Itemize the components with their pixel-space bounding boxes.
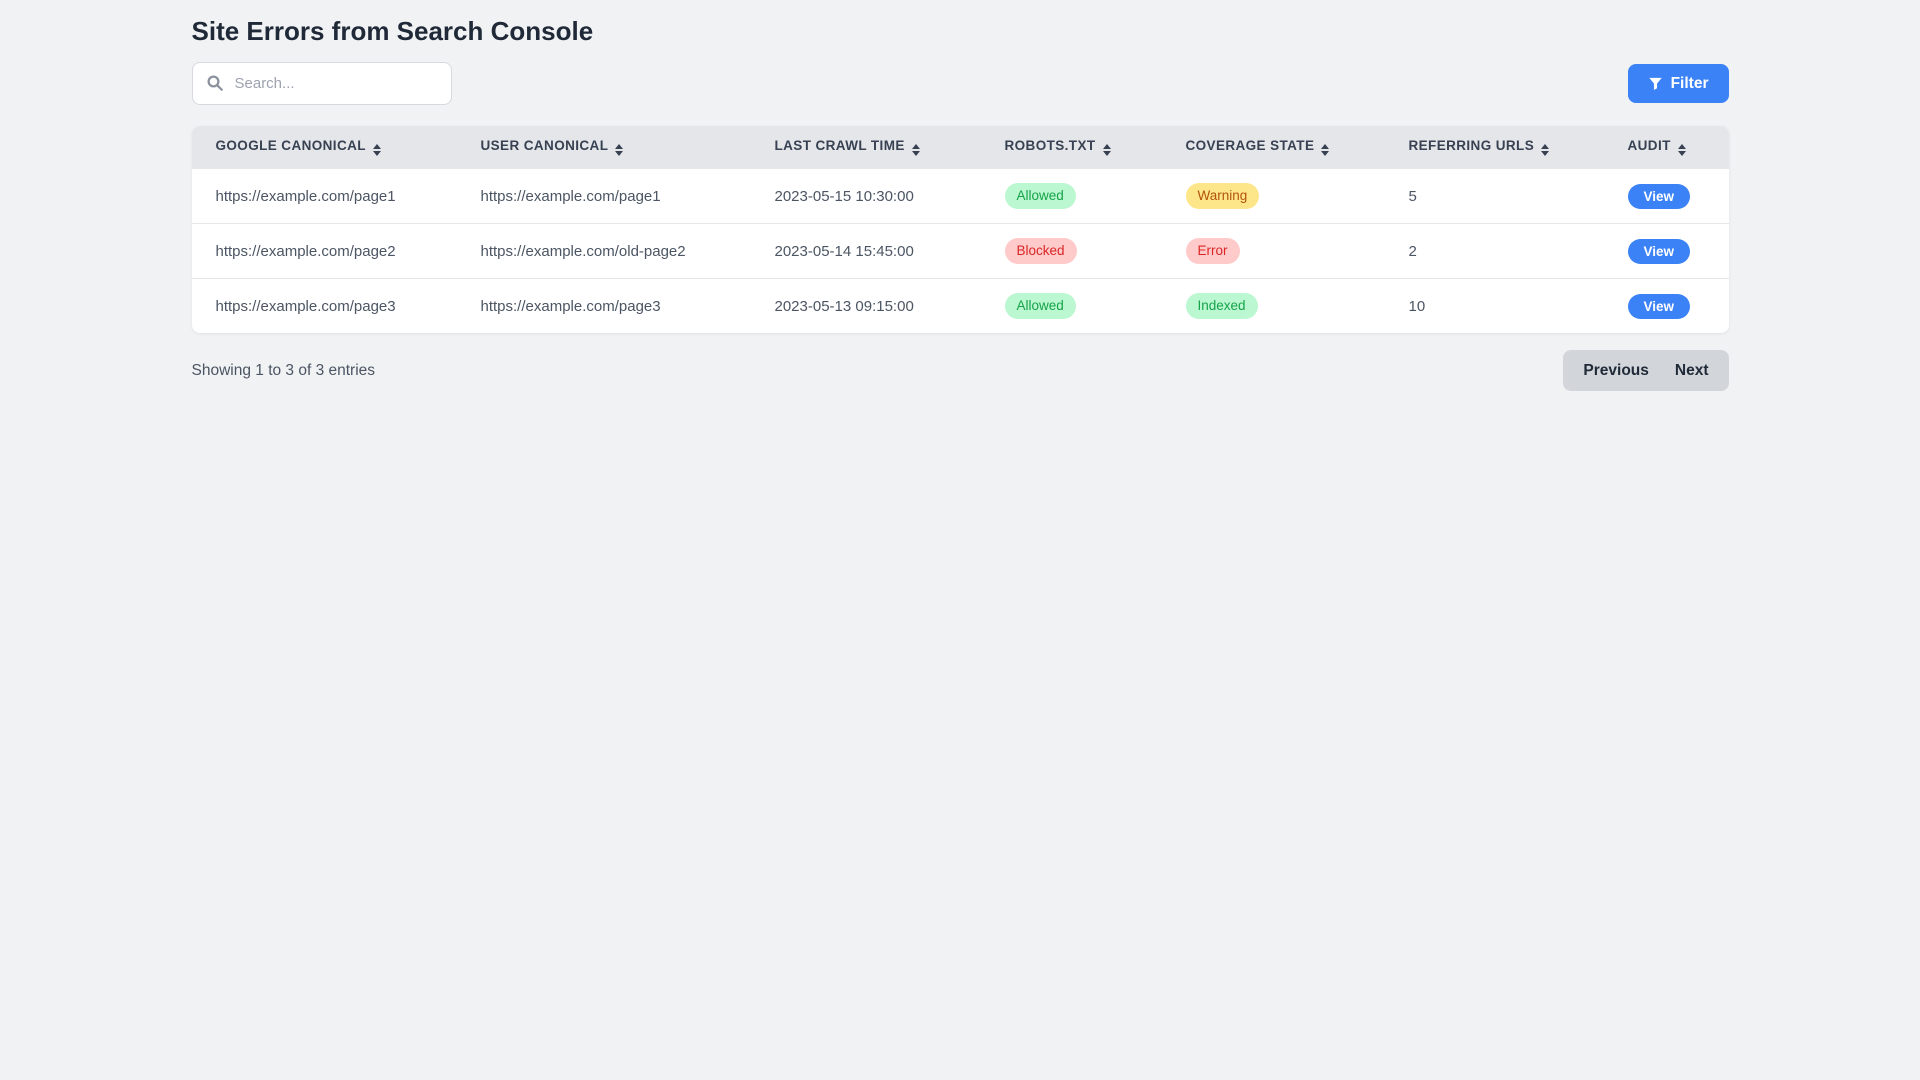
table-row: https://example.com/page3 https://exampl…: [191, 278, 1729, 334]
filter-button-label: Filter: [1670, 74, 1709, 92]
robots-status-badge: Allowed: [1004, 183, 1076, 209]
column-header-google-canonical[interactable]: GOOGLE CANONICAL: [191, 126, 457, 169]
view-button[interactable]: View: [1627, 183, 1691, 209]
cell-google-canonical: https://example.com/page2: [215, 242, 396, 260]
cell-last-crawl-time: 2023-05-14 15:45:00: [774, 242, 914, 260]
cell-audit: View: [1604, 279, 1729, 334]
cell-audit: View: [1604, 224, 1729, 279]
entries-summary: Showing 1 to 3 of 3 entries: [191, 361, 376, 379]
cell-user-canonical: https://example.com/page3: [480, 297, 661, 315]
cell-audit: View: [1604, 169, 1729, 224]
view-button[interactable]: View: [1627, 238, 1691, 264]
cell-robots-txt: Allowed: [981, 279, 1162, 334]
toolbar: Filter: [191, 62, 1729, 105]
coverage-status-badge: Indexed: [1185, 293, 1258, 319]
page-container: Site Errors from Search Console Filter: [191, 0, 1729, 391]
cell-robots-txt: Allowed: [981, 169, 1162, 224]
filter-button[interactable]: Filter: [1627, 64, 1729, 103]
column-header-label: COVERAGE STATE: [1185, 138, 1315, 153]
table-row: https://example.com/page1 https://exampl…: [191, 168, 1729, 224]
cell-referring-urls: 2: [1408, 242, 1417, 260]
sort-icon: [615, 144, 624, 156]
page-title: Site Errors from Search Console: [191, 16, 594, 46]
sort-icon: [1541, 144, 1550, 156]
cell-last-crawl-time: 2023-05-13 09:15:00: [774, 297, 914, 315]
sort-icon: [372, 144, 381, 156]
sort-icon: [911, 144, 920, 156]
sort-icon: [1321, 144, 1330, 156]
previous-button[interactable]: Previous: [1583, 361, 1649, 379]
next-button[interactable]: Next: [1674, 361, 1709, 379]
cell-user-canonical: https://example.com/old-page2: [480, 242, 686, 260]
column-header-label: ROBOTS.TXT: [1004, 138, 1096, 153]
column-header-user-canonical[interactable]: USER CANONICAL: [456, 126, 751, 169]
column-header-coverage-state[interactable]: COVERAGE STATE: [1161, 126, 1385, 169]
view-button[interactable]: View: [1627, 293, 1691, 319]
column-header-referring-urls[interactable]: REFERRING URLS: [1384, 126, 1604, 169]
funnel-icon: [1648, 77, 1662, 90]
column-header-label: AUDIT: [1627, 138, 1671, 153]
search-input[interactable]: [191, 62, 452, 105]
sort-icon: [1102, 144, 1111, 156]
column-header-last-crawl-time[interactable]: LAST CRAWL TIME: [750, 126, 981, 169]
errors-table-card: GOOGLE CANONICAL USER CANONICAL LAST CRA…: [191, 126, 1729, 334]
table-header-row: GOOGLE CANONICAL USER CANONICAL LAST CRA…: [191, 126, 1729, 169]
cell-user-canonical: https://example.com/page1: [480, 187, 661, 205]
cell-google-canonical: https://example.com/page1: [215, 187, 396, 205]
cell-referring-urls: 10: [1408, 297, 1426, 315]
column-header-audit[interactable]: AUDIT: [1603, 126, 1729, 169]
coverage-status-badge: Warning: [1185, 183, 1260, 209]
search-box: [191, 62, 452, 105]
coverage-status-badge: Error: [1185, 238, 1240, 264]
column-header-label: REFERRING URLS: [1408, 138, 1535, 153]
table-footer: Showing 1 to 3 of 3 entries Previous Nex…: [192, 350, 1729, 391]
column-header-robots-txt[interactable]: ROBOTS.TXT: [980, 126, 1162, 169]
cell-last-crawl-time: 2023-05-15 10:30:00: [774, 187, 914, 205]
cell-google-canonical: https://example.com/page3: [215, 297, 396, 315]
table-row: https://example.com/page2 https://exampl…: [191, 223, 1729, 279]
robots-status-badge: Allowed: [1004, 293, 1076, 319]
cell-coverage-state: Indexed: [1162, 279, 1385, 334]
sort-icon: [1677, 144, 1686, 156]
robots-status-badge: Blocked: [1004, 238, 1077, 264]
cell-robots-txt: Blocked: [981, 224, 1162, 279]
column-header-label: GOOGLE CANONICAL: [215, 138, 366, 153]
pagination: Previous Next: [1563, 350, 1729, 391]
column-header-label: LAST CRAWL TIME: [774, 138, 905, 153]
cell-coverage-state: Error: [1162, 224, 1385, 279]
cell-referring-urls: 5: [1408, 187, 1417, 205]
column-header-label: USER CANONICAL: [480, 138, 609, 153]
errors-table: GOOGLE CANONICAL USER CANONICAL LAST CRA…: [191, 126, 1729, 334]
cell-coverage-state: Warning: [1162, 169, 1385, 224]
